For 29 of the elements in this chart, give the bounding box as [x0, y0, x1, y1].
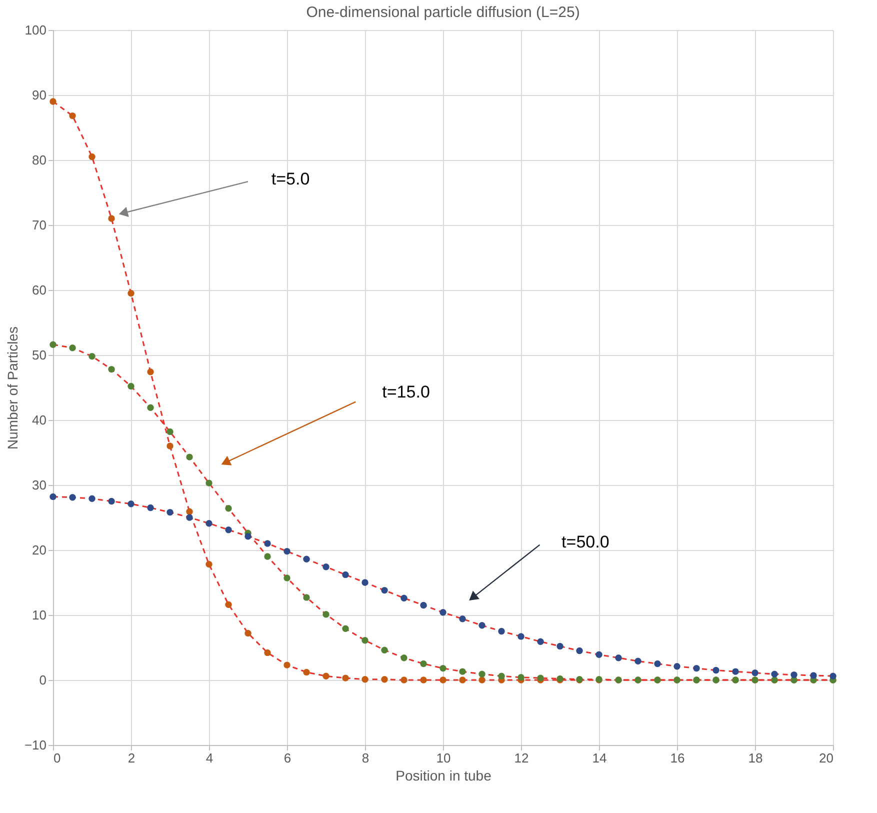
- annotation: t=5.0: [271, 169, 310, 188]
- y-tick-label: 40: [32, 412, 46, 428]
- y-tick-label: 20: [32, 542, 46, 558]
- y-tick-label: 50: [32, 348, 46, 362]
- chart-title: One-dimensional particle diffusion (L=25): [306, 4, 580, 21]
- x-tick-label: 18: [748, 750, 763, 766]
- x-tick-label: 8: [362, 750, 370, 766]
- x-tick-label: 0: [54, 750, 61, 766]
- y-tick-label: 70: [32, 218, 46, 232]
- x-tick-label: 10: [436, 750, 451, 766]
- annotation: t=50.0: [562, 532, 610, 552]
- x-axis-title: Position in tube: [396, 768, 492, 784]
- x-tick-label: 14: [592, 750, 607, 766]
- x-tick-label: 20: [819, 750, 834, 766]
- x-tick-label: 6: [284, 750, 292, 766]
- annotation: t=15.0: [382, 382, 430, 402]
- y-tick-label: 100: [24, 22, 46, 38]
- y-tick-label: 0: [39, 672, 46, 688]
- y-tick-label: 90: [32, 88, 46, 102]
- x-tick-label: 4: [206, 750, 214, 766]
- x-tick-label: 12: [514, 750, 529, 766]
- y-tick-label: 30: [32, 478, 46, 492]
- x-tick-label: 2: [128, 750, 136, 766]
- y-axis-title: Number of Particles: [4, 326, 20, 450]
- y-tick-label: 60: [32, 282, 46, 298]
- x-tick-label: 16: [670, 750, 685, 766]
- y-tick-label: −10: [24, 738, 46, 752]
- y-tick-label: 80: [32, 152, 46, 168]
- y-tick-label: 10: [32, 608, 46, 622]
